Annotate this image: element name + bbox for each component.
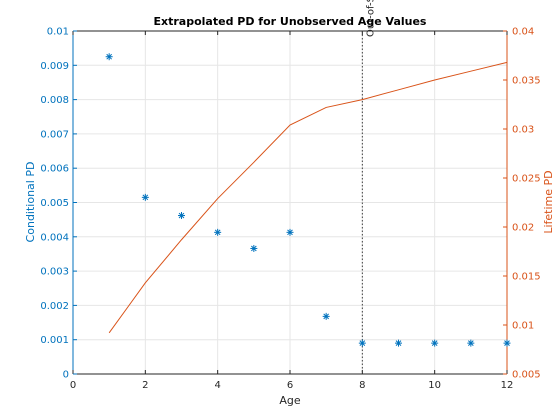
- y-right-tick-label: 0.01: [512, 321, 534, 332]
- y-right-tick-label: 0.04: [512, 27, 534, 38]
- conditional-pd-point: [358, 339, 366, 347]
- x-tick-label: 12: [501, 380, 514, 391]
- y-right-tick-label: 0.03: [512, 125, 534, 136]
- conditional-pd-point: [467, 339, 475, 347]
- x-axis-label: Age: [279, 394, 301, 407]
- y-left-tick-label: 0.004: [40, 232, 69, 243]
- conditional-pd-point: [214, 228, 222, 236]
- y-right-tick-label: 0.035: [512, 76, 541, 87]
- conditional-pd-point: [431, 339, 439, 347]
- x-tick-label: 2: [142, 380, 148, 391]
- conditional-pd-point: [141, 193, 149, 201]
- conditional-pd-point: [503, 339, 511, 347]
- x-tick-label: 6: [287, 380, 293, 391]
- conditional-pd-point: [322, 312, 330, 320]
- chart-title: Extrapolated PD for Unobserved Age Value…: [154, 15, 427, 28]
- x-tick-label: 10: [428, 380, 441, 391]
- y-left-tick-label: 0.007: [40, 129, 69, 140]
- y-right-tick-label: 0.015: [512, 272, 541, 283]
- conditional-pd-point: [178, 212, 185, 220]
- y-left-axis-label: Conditional PD: [24, 162, 37, 243]
- y-right-tick-label: 0.02: [512, 223, 534, 234]
- y-left-tick-label: 0.003: [40, 267, 69, 278]
- lifetime-pd-line: [108, 61, 508, 334]
- y-right-tick-label: 0.025: [512, 174, 541, 185]
- y-left-tick-label: 0.002: [40, 301, 69, 312]
- y-right-tick-label: 0.005: [512, 370, 541, 381]
- x-tick-label: 8: [359, 380, 365, 391]
- y-left-tick-label: 0.001: [40, 335, 69, 346]
- y-left-tick-label: 0: [63, 370, 69, 381]
- y-right-axis-label: Lifetime PD: [542, 170, 555, 233]
- series-layer: [105, 53, 511, 347]
- y-left-tick-label: 0.006: [40, 164, 69, 175]
- x-tick-label: 4: [214, 380, 220, 391]
- out-of-sample-line: Out-of-Sample: [361, 0, 376, 374]
- conditional-pd-point: [395, 339, 402, 347]
- conditional-pd-point: [286, 228, 294, 236]
- y-left-tick-label: 0.009: [40, 61, 69, 72]
- conditional-pd-point: [105, 53, 113, 61]
- y-left-tick-label: 0.01: [47, 27, 69, 38]
- x-ticks: 0 2 4 6 8 10 12: [70, 31, 514, 391]
- conditional-pd-point: [250, 244, 258, 252]
- y-left-ticks: 0 0.001 0.002 0.003 0.004 0.005 0.006 0.007 0.00…: [40, 27, 77, 381]
- y-right-ticks: 0.005 0.01 0.015 0.02 0.025 0.03 0.035 0.04: [503, 27, 541, 381]
- y-left-tick-label: 0.008: [40, 95, 69, 106]
- y-left-tick-label: 0.005: [40, 198, 69, 209]
- out-of-sample-label: Out-of-Sample: [365, 0, 376, 37]
- x-tick-label: 0: [70, 380, 76, 391]
